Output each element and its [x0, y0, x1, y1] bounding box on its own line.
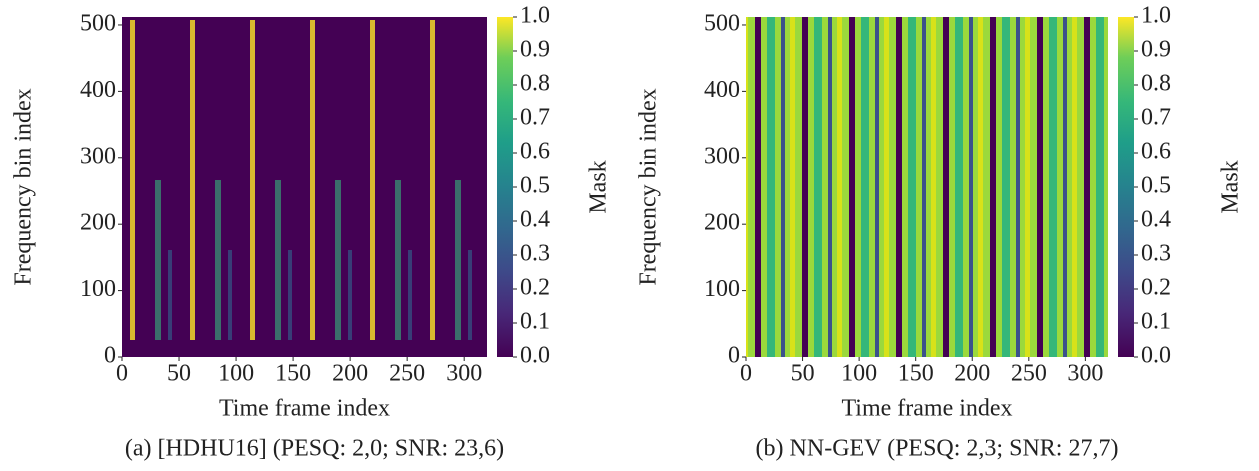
colorbar-tick-label: 0.4	[520, 207, 550, 233]
x-tick-label: 200	[332, 361, 368, 387]
colorbar-tick-label: 0.5	[1141, 173, 1171, 199]
colorbar-tick-label: 0.8	[1141, 71, 1171, 97]
x-tick-label: 50	[791, 361, 815, 387]
colorbar-tick-label: 0.3	[520, 241, 550, 267]
x-tick-label: 0	[116, 361, 128, 387]
y-tick-label: 500	[80, 10, 116, 36]
colorbar-tick-label: 0.0	[1141, 343, 1171, 369]
y-tick-label: 400	[704, 77, 740, 103]
colorbar	[497, 17, 513, 357]
x-tick-label: 250	[389, 361, 425, 387]
x-tick-label: 300	[446, 361, 482, 387]
x-tick-label: 100	[218, 361, 254, 387]
y-tick-label: 200	[80, 210, 116, 236]
x-tick-label: 300	[1067, 361, 1103, 387]
colorbar-tick-label: 0.2	[1141, 275, 1171, 301]
colorbar-tick-label: 0.1	[1141, 309, 1171, 335]
caption: (b) NN-GEV (PESQ: 2,3; SNR: 27,7)	[756, 436, 1119, 462]
colorbar-tick-label: 0.8	[520, 71, 550, 97]
colorbar-tick-label: 0.0	[520, 343, 550, 369]
x-axis-label: Time frame index	[841, 396, 1012, 422]
y-tick-label: 500	[704, 10, 740, 36]
heatmap-image	[122, 17, 487, 357]
y-axis-label: Frequency bin index	[11, 88, 37, 285]
colorbar-tick-label: 0.7	[520, 105, 550, 131]
colorbar-tick-label: 0.1	[520, 309, 550, 335]
x-tick-label: 100	[841, 361, 877, 387]
caption: (a) [HDHU16] (PESQ: 2,0; SNR: 23,6)	[125, 436, 504, 462]
y-tick-label: 400	[80, 77, 116, 103]
x-tick-label: 250	[1011, 361, 1047, 387]
y-tick-label: 200	[704, 210, 740, 236]
colorbar-tick-label: 0.4	[1141, 207, 1171, 233]
y-tick-label: 300	[80, 143, 116, 169]
colorbar-label: Mask	[1218, 160, 1244, 213]
x-tick-label: 150	[275, 361, 311, 387]
heatmap-image	[746, 17, 1108, 357]
colorbar-tick-label: 1.0	[520, 3, 550, 29]
colorbar	[1118, 17, 1134, 357]
y-tick-label: 100	[704, 276, 740, 302]
y-tick-label: 100	[80, 276, 116, 302]
x-tick-label: 150	[898, 361, 934, 387]
x-tick-label: 50	[167, 361, 191, 387]
y-tick-label: 300	[704, 143, 740, 169]
colorbar-tick-label: 0.9	[520, 37, 550, 63]
colorbar-tick-label: 0.5	[520, 173, 550, 199]
colorbar-tick-label: 0.9	[1141, 37, 1171, 63]
x-tick-label: 200	[954, 361, 990, 387]
y-tick-label: 0	[728, 343, 740, 369]
colorbar-tick-label: 0.3	[1141, 241, 1171, 267]
y-axis-label: Frequency bin index	[636, 88, 662, 285]
colorbar-tick-label: 0.2	[520, 275, 550, 301]
colorbar-tick-label: 0.6	[1141, 139, 1171, 165]
colorbar-tick-label: 0.7	[1141, 105, 1171, 131]
x-tick-label: 0	[740, 361, 752, 387]
colorbar-tick-label: 1.0	[1141, 3, 1171, 29]
colorbar-tick-label: 0.6	[520, 139, 550, 165]
x-axis-label: Time frame index	[219, 396, 390, 422]
colorbar-label: Mask	[586, 160, 612, 213]
y-tick-label: 0	[104, 343, 116, 369]
